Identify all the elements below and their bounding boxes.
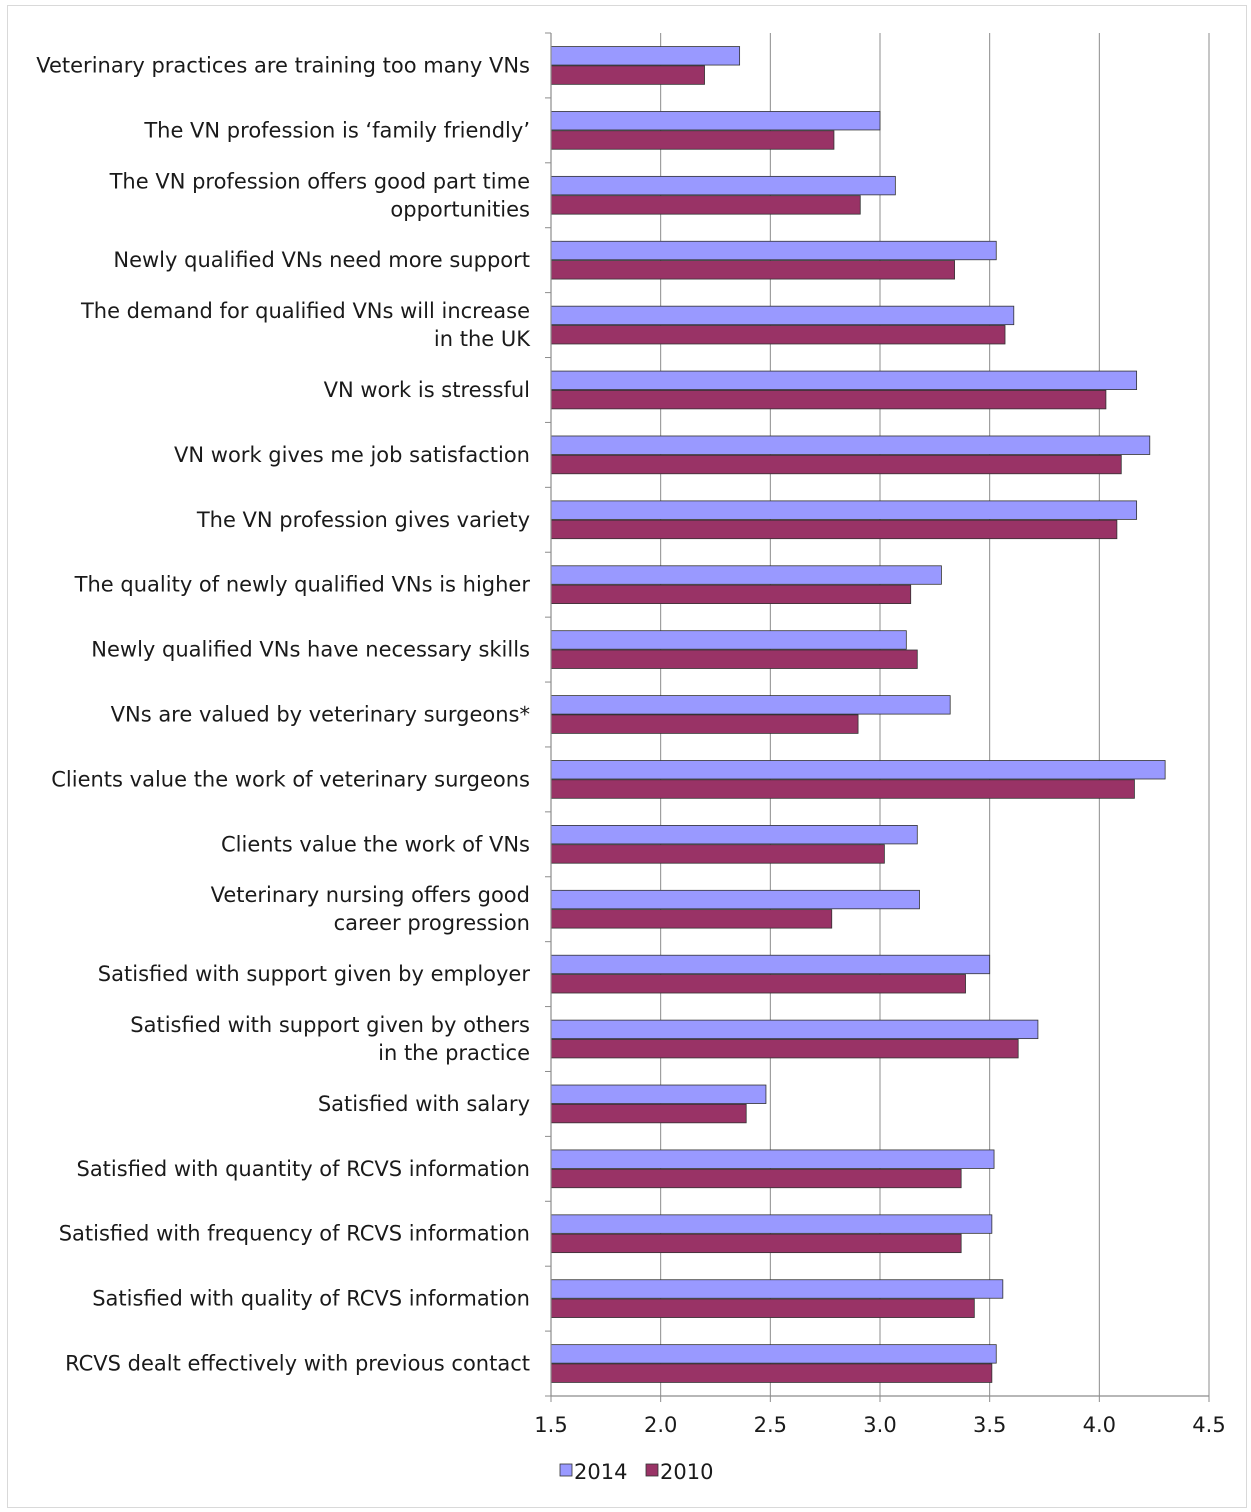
category-label: VNs are valued by veterinary surgeons* bbox=[111, 703, 530, 727]
bar-2010-14 bbox=[550, 974, 966, 994]
x-tick-label: 3.5 bbox=[973, 1413, 1006, 1437]
legend-label-2010: 2010 bbox=[660, 1460, 713, 1484]
bar-2014-11 bbox=[550, 760, 1166, 780]
bar-2014-20 bbox=[550, 1344, 997, 1364]
bar-2014-5 bbox=[550, 370, 1138, 390]
bar-2010-4 bbox=[550, 325, 1006, 345]
x-tick-label: 4.5 bbox=[1192, 1413, 1225, 1437]
chart-frame bbox=[7, 5, 1247, 1508]
x-tick-label: 3.0 bbox=[863, 1413, 896, 1437]
bar-2010-5 bbox=[550, 389, 1107, 410]
category-label: opportunities bbox=[390, 197, 530, 221]
x-tick-label: 2.0 bbox=[644, 1413, 677, 1437]
x-tick-label: 1.5 bbox=[534, 1413, 567, 1437]
bar-2010-13 bbox=[550, 909, 833, 929]
bar-2010-8 bbox=[550, 584, 912, 604]
category-label: Newly qualified VNs need more support bbox=[113, 248, 530, 272]
bar-2014-13 bbox=[550, 889, 920, 910]
category-label: The quality of newly qualified VNs is hi… bbox=[74, 573, 531, 597]
category-label: Clients value the work of veterinary sur… bbox=[51, 767, 530, 791]
bar-2010-7 bbox=[550, 519, 1118, 540]
bar-2014-10 bbox=[550, 695, 951, 715]
category-label: Satisfied with frequency of RCVS informa… bbox=[59, 1222, 530, 1246]
bar-2014-8 bbox=[550, 565, 942, 585]
bar-2014-17 bbox=[550, 1149, 995, 1169]
category-label: Satisfied with support given by employer bbox=[98, 962, 531, 986]
bar-2014-16 bbox=[550, 1084, 767, 1104]
category-label: Satisfied with quality of RCVS informati… bbox=[92, 1287, 530, 1311]
bar-2010-10 bbox=[550, 714, 859, 734]
category-label: Satisfied with support given by others bbox=[130, 1013, 530, 1037]
bar-2014-4 bbox=[550, 305, 1015, 326]
legend-swatch-2014 bbox=[559, 1463, 573, 1477]
bar-2010-17 bbox=[550, 1168, 962, 1189]
category-label: VN work is stressful bbox=[324, 378, 530, 402]
x-tick-label: 2.5 bbox=[754, 1413, 787, 1437]
bar-2014-0 bbox=[550, 46, 741, 66]
bar-2014-3 bbox=[550, 240, 997, 261]
bar-2010-12 bbox=[550, 844, 885, 864]
bar-2010-11 bbox=[550, 779, 1135, 799]
category-label: Veterinary practices are training too ma… bbox=[36, 53, 530, 77]
bar-2010-0 bbox=[550, 65, 705, 85]
category-label: VN work gives me job satisfaction bbox=[174, 443, 530, 467]
bar-2010-2 bbox=[550, 195, 861, 215]
category-label: career progression bbox=[334, 911, 530, 935]
bar-2010-1 bbox=[550, 130, 835, 150]
category-label: The VN profession is ‘family friendly’ bbox=[143, 118, 530, 142]
bar-2010-20 bbox=[550, 1363, 993, 1383]
category-label: The VN profession offers good part time bbox=[109, 169, 530, 193]
category-label: The demand for qualified VNs will increa… bbox=[80, 299, 530, 323]
bar-2010-6 bbox=[550, 454, 1122, 475]
category-label: Satisfied with salary bbox=[318, 1092, 530, 1116]
category-label: Veterinary nursing offers good bbox=[211, 883, 530, 907]
category-label: in the UK bbox=[434, 327, 531, 351]
bar-2014-12 bbox=[550, 825, 918, 845]
bar-2014-9 bbox=[550, 630, 907, 650]
category-label: Clients value the work of VNs bbox=[221, 832, 530, 856]
category-label: in the practice bbox=[378, 1041, 530, 1065]
bar-2014-1 bbox=[550, 111, 881, 131]
category-label: The VN profession gives variety bbox=[196, 508, 530, 532]
bar-2014-7 bbox=[550, 500, 1138, 520]
x-tick-label: 4.0 bbox=[1083, 1413, 1116, 1437]
bar-2010-15 bbox=[550, 1039, 1019, 1059]
bar-2010-19 bbox=[550, 1298, 975, 1318]
legend-swatch-2010 bbox=[645, 1463, 659, 1477]
bar-2010-18 bbox=[550, 1233, 962, 1254]
bar-2010-16 bbox=[550, 1103, 747, 1124]
bar-2014-18 bbox=[550, 1214, 993, 1234]
category-label: RCVS dealt effectively with previous con… bbox=[65, 1352, 530, 1376]
category-label: Satisfied with quantity of RCVS informat… bbox=[76, 1157, 530, 1181]
bar-2010-9 bbox=[550, 649, 918, 669]
bar-2014-14 bbox=[550, 954, 991, 975]
bar-2014-15 bbox=[550, 1019, 1039, 1040]
bar-2010-3 bbox=[550, 260, 955, 280]
bar-2014-2 bbox=[550, 175, 896, 196]
bar-2014-6 bbox=[550, 435, 1151, 455]
bar-2014-19 bbox=[550, 1279, 1004, 1299]
legend-label-2014: 2014 bbox=[574, 1460, 627, 1484]
category-label: Newly qualified VNs have necessary skill… bbox=[91, 638, 530, 662]
